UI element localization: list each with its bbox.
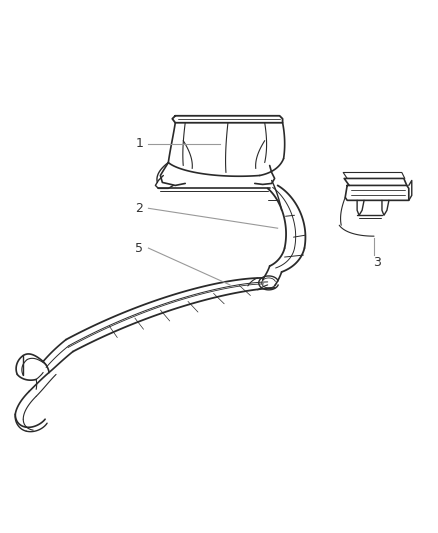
Text: 3: 3: [373, 255, 381, 269]
Text: 5: 5: [135, 241, 144, 255]
Text: 2: 2: [136, 202, 144, 215]
Text: 1: 1: [136, 137, 144, 150]
